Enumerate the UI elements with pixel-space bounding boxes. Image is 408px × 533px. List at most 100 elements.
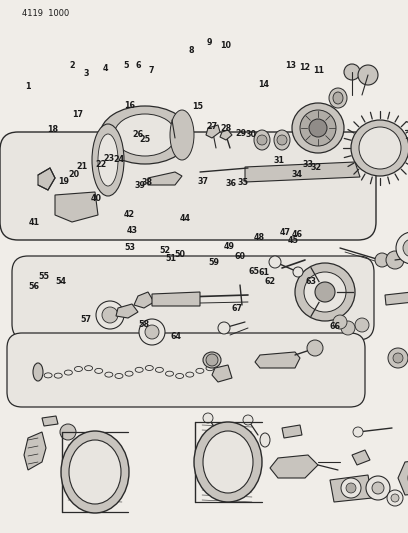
Ellipse shape [84, 366, 93, 370]
Ellipse shape [61, 431, 129, 513]
Text: 59: 59 [209, 258, 220, 266]
Polygon shape [42, 416, 58, 426]
Circle shape [257, 135, 267, 145]
Text: 50: 50 [174, 251, 185, 259]
Text: 65: 65 [248, 268, 259, 276]
Ellipse shape [105, 372, 113, 377]
Circle shape [344, 64, 360, 80]
Circle shape [358, 65, 378, 85]
Text: 2: 2 [70, 61, 75, 69]
Text: 43: 43 [127, 226, 138, 235]
Circle shape [206, 354, 218, 366]
Circle shape [366, 476, 390, 500]
Ellipse shape [359, 127, 401, 169]
Polygon shape [38, 168, 55, 190]
FancyBboxPatch shape [7, 333, 365, 407]
Text: 3: 3 [84, 69, 89, 77]
Text: 31: 31 [274, 157, 285, 165]
Ellipse shape [33, 363, 43, 381]
Ellipse shape [155, 367, 164, 373]
Ellipse shape [69, 440, 121, 504]
Text: 58: 58 [138, 320, 149, 328]
Circle shape [355, 318, 369, 332]
Circle shape [388, 348, 408, 368]
Ellipse shape [351, 120, 408, 176]
Text: 48: 48 [253, 233, 265, 241]
Text: 56: 56 [28, 282, 39, 290]
Circle shape [396, 232, 408, 264]
Ellipse shape [114, 114, 176, 156]
Polygon shape [330, 475, 372, 502]
Polygon shape [282, 425, 302, 438]
Text: 37: 37 [198, 177, 208, 185]
Polygon shape [385, 290, 408, 305]
Ellipse shape [170, 110, 194, 160]
Ellipse shape [206, 366, 214, 370]
Circle shape [218, 322, 230, 334]
Polygon shape [134, 292, 154, 308]
Circle shape [333, 315, 347, 329]
Ellipse shape [329, 88, 347, 108]
Ellipse shape [203, 352, 221, 368]
Polygon shape [55, 192, 98, 222]
Ellipse shape [115, 374, 123, 378]
Polygon shape [270, 455, 318, 478]
Text: 60: 60 [235, 253, 245, 261]
Text: 25: 25 [139, 135, 151, 144]
Circle shape [346, 483, 356, 493]
Text: 15: 15 [193, 102, 203, 111]
Circle shape [391, 494, 399, 502]
Circle shape [393, 353, 403, 363]
Circle shape [269, 256, 281, 268]
Text: 62: 62 [264, 277, 276, 286]
Text: 46: 46 [292, 230, 302, 239]
Circle shape [353, 427, 363, 437]
Circle shape [307, 340, 323, 356]
Circle shape [277, 135, 287, 145]
Circle shape [145, 325, 159, 339]
Circle shape [341, 321, 355, 335]
Text: 33: 33 [303, 160, 313, 168]
Circle shape [315, 282, 335, 302]
Text: 52: 52 [160, 246, 171, 255]
Polygon shape [116, 304, 138, 318]
Circle shape [375, 253, 389, 267]
Text: 35: 35 [237, 178, 248, 187]
Text: 42: 42 [124, 210, 135, 219]
Text: 5: 5 [123, 61, 129, 69]
Polygon shape [24, 432, 46, 470]
Ellipse shape [309, 119, 327, 137]
Ellipse shape [260, 433, 270, 447]
Polygon shape [220, 130, 232, 140]
Ellipse shape [64, 370, 72, 375]
Text: 20: 20 [68, 171, 79, 179]
Text: 9: 9 [206, 38, 212, 47]
Text: 13: 13 [285, 61, 296, 69]
Text: 64: 64 [171, 333, 182, 341]
Text: 36: 36 [225, 180, 236, 188]
Ellipse shape [203, 431, 253, 493]
Text: 4: 4 [102, 64, 108, 72]
FancyBboxPatch shape [0, 132, 376, 240]
Ellipse shape [135, 367, 143, 373]
Ellipse shape [304, 272, 346, 312]
Text: 55: 55 [39, 272, 49, 280]
Ellipse shape [176, 374, 184, 378]
Text: 40: 40 [91, 194, 101, 203]
Text: 63: 63 [306, 277, 316, 286]
Text: 51: 51 [165, 254, 176, 263]
Ellipse shape [300, 110, 336, 146]
Ellipse shape [92, 124, 124, 196]
Text: 28: 28 [221, 125, 232, 133]
Ellipse shape [44, 373, 52, 378]
Circle shape [243, 415, 253, 425]
Text: 21: 21 [77, 162, 88, 171]
Text: 17: 17 [72, 110, 83, 119]
Text: 7: 7 [148, 66, 154, 75]
Ellipse shape [194, 422, 262, 502]
Text: 44: 44 [180, 214, 191, 223]
Text: 57: 57 [80, 316, 91, 324]
Text: 66: 66 [330, 322, 341, 330]
Polygon shape [148, 172, 182, 185]
Text: 39: 39 [134, 181, 145, 190]
